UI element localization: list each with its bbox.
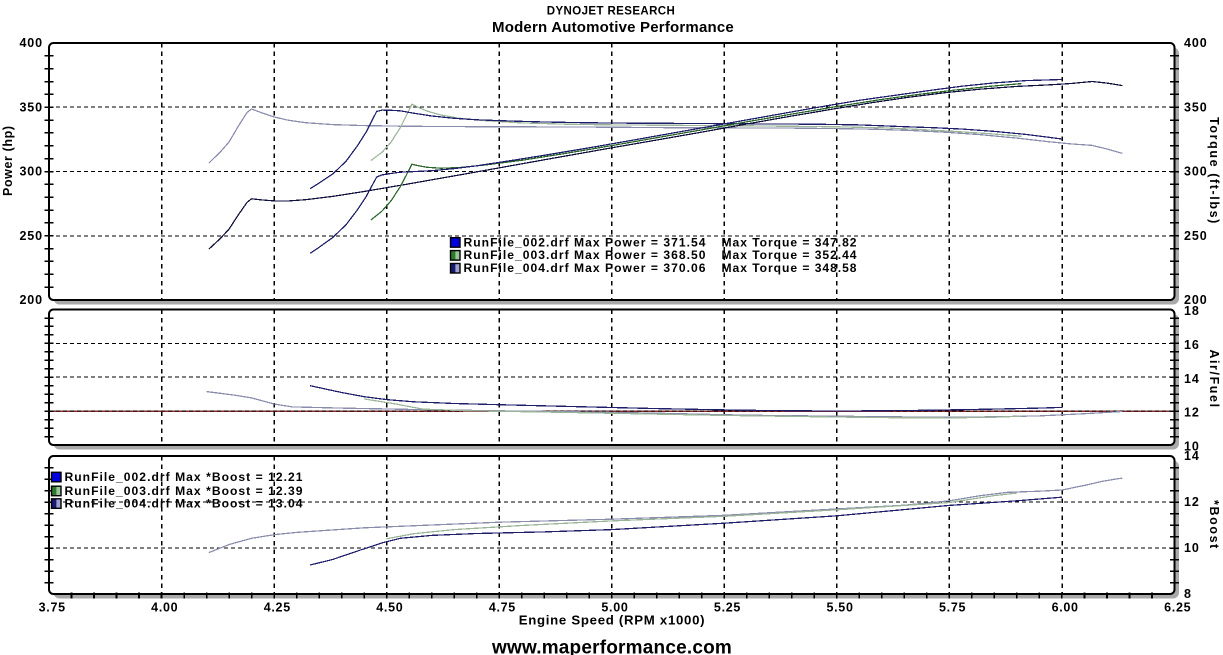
svg-text:RunFile_003.drf Max Power = 36: RunFile_003.drf Max Power = 368.50 [464,248,706,262]
svg-text:300: 300 [1184,165,1208,179]
svg-text:Engine Speed (RPM x1000): Engine Speed (RPM x1000) [519,613,706,628]
svg-text:400: 400 [1184,36,1208,50]
svg-text:6.00: 6.00 [1052,601,1079,615]
svg-text:10: 10 [1184,440,1200,454]
svg-text:RunFile_003.drf Max *Boost = 1: RunFile_003.drf Max *Boost = 12.39 [65,484,303,498]
svg-text:14: 14 [1184,372,1200,386]
svg-text:Power (hp): Power (hp) [1,125,15,196]
svg-text:5.00: 5.00 [601,601,628,615]
svg-text:200: 200 [1184,293,1208,307]
svg-text:5.25: 5.25 [714,601,741,615]
svg-text:4.00: 4.00 [151,601,178,615]
svg-text:300: 300 [19,165,43,179]
svg-text:350: 350 [1184,100,1208,114]
svg-text:Torque (ft-lbs): Torque (ft-lbs) [1207,117,1221,225]
svg-text:4.50: 4.50 [376,601,403,615]
svg-text:RunFile_004.drf Max Power = 37: RunFile_004.drf Max Power = 370.06 [464,261,706,275]
svg-text:3.75: 3.75 [39,601,66,615]
svg-text:Max Torque = 348.58: Max Torque = 348.58 [722,261,857,275]
svg-text:14: 14 [1184,449,1200,463]
svg-text:12: 12 [1184,406,1200,420]
svg-text:Max Torque = 347.82: Max Torque = 347.82 [722,235,857,249]
svg-text:RunFile_002.drf Max *Boost = 1: RunFile_002.drf Max *Boost = 12.21 [65,470,303,484]
svg-text:400: 400 [19,36,43,50]
svg-text:5.75: 5.75 [939,601,966,615]
svg-text:10: 10 [1184,541,1200,555]
svg-text:18: 18 [1184,304,1200,318]
svg-text:16: 16 [1184,338,1200,352]
svg-text:5.50: 5.50 [826,601,853,615]
svg-text:Max Torque = 352.44: Max Torque = 352.44 [722,248,857,262]
svg-text:DYNOJET RESEARCH: DYNOJET RESEARCH [547,6,675,18]
svg-text:200: 200 [19,293,43,307]
svg-text:RunFile_004.drf Max *Boost = 1: RunFile_004.drf Max *Boost = 13.04 [65,497,303,511]
svg-text:*Boost: *Boost [1207,500,1221,550]
svg-text:250: 250 [1184,229,1208,243]
svg-text:8: 8 [1184,587,1192,601]
svg-text:Modern Automotive Performance: Modern Automotive Performance [492,19,734,36]
svg-text:350: 350 [19,100,43,114]
svg-text:RunFile_002.drf Max Power = 37: RunFile_002.drf Max Power = 371.54 [464,235,706,249]
svg-text:250: 250 [19,229,43,243]
svg-text:4.25: 4.25 [264,601,291,615]
svg-text:Air/Fuel: Air/Fuel [1207,349,1221,408]
svg-text:4.75: 4.75 [489,601,516,615]
svg-text:6.25: 6.25 [1164,601,1191,615]
svg-text:12: 12 [1184,495,1200,509]
svg-text:www.maperformance.com: www.maperformance.com [491,638,732,655]
